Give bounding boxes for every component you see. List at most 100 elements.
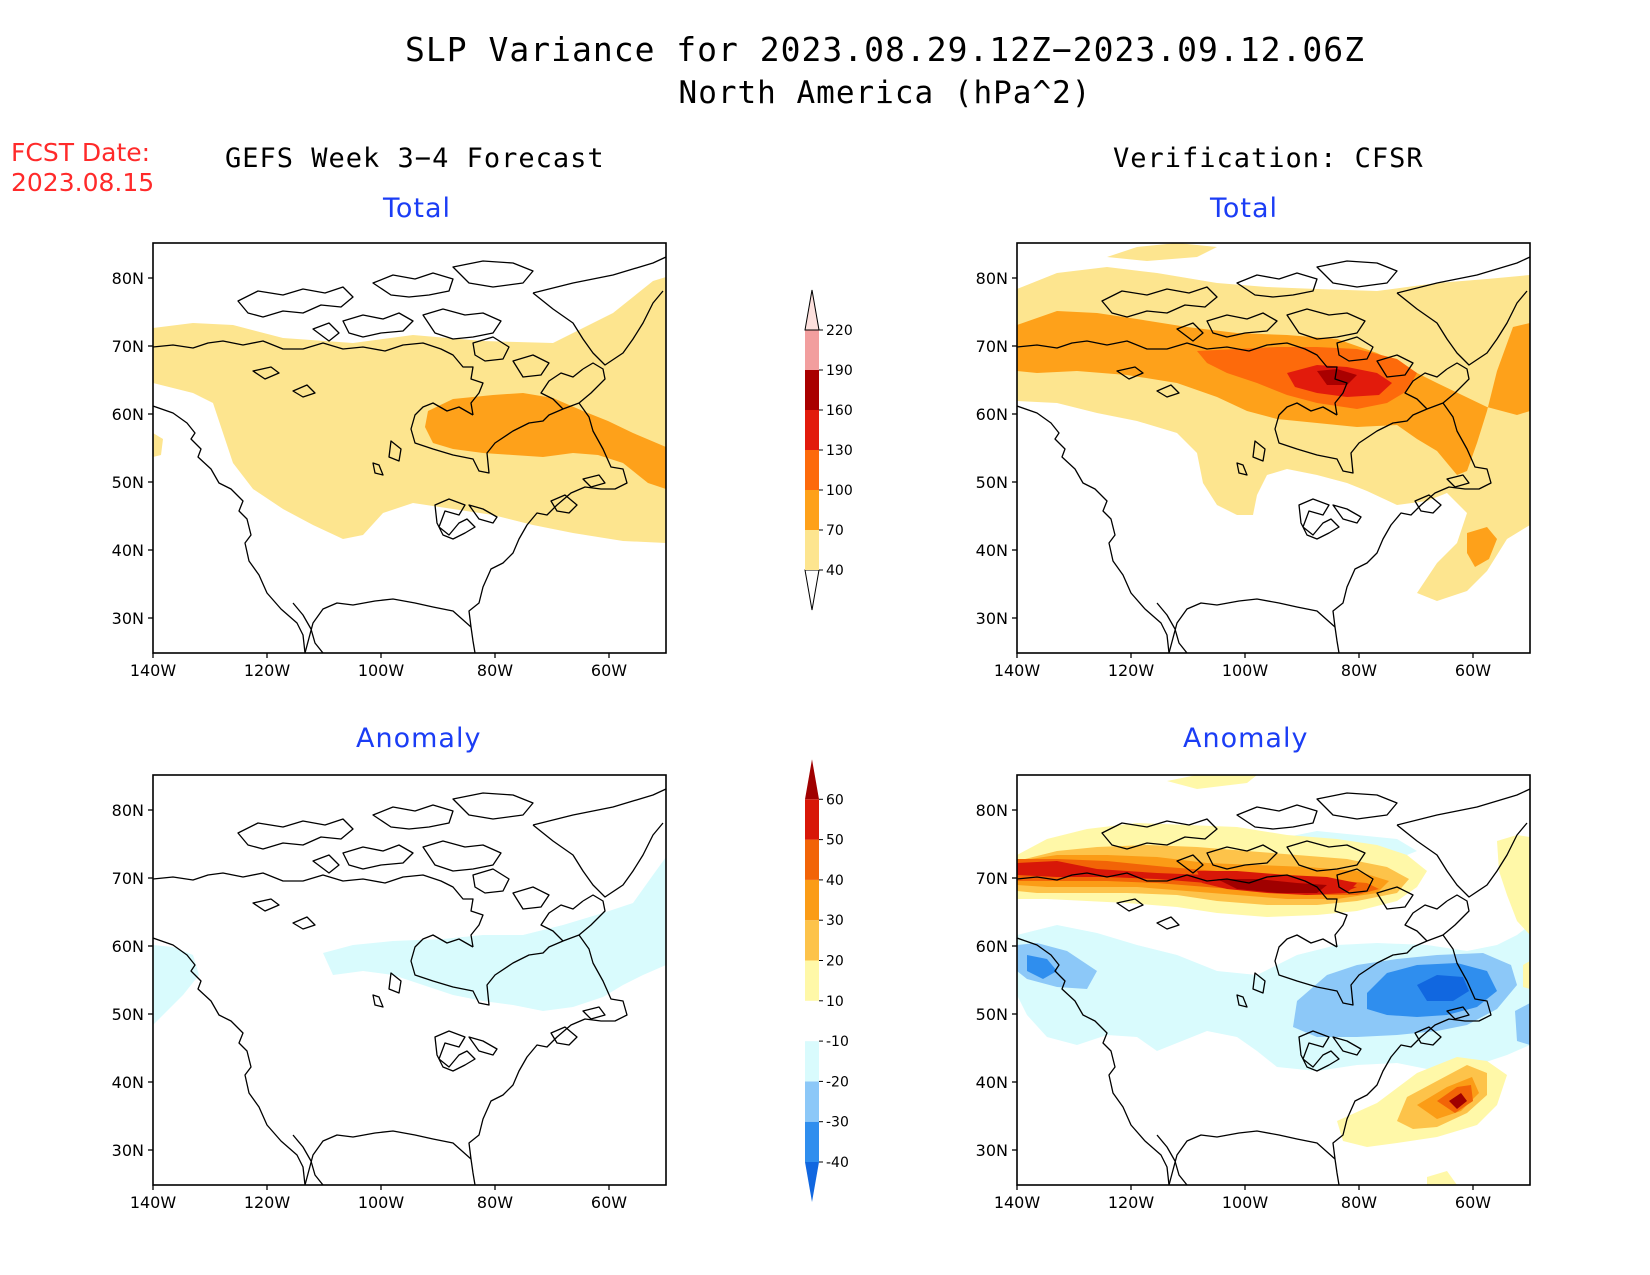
- total-colorbar-bottom-arrow: [804, 569, 820, 611]
- total-colorbar-segment: [805, 490, 819, 530]
- lat-tick-label: 70N: [112, 337, 144, 356]
- anomaly-colorbar-label: 60: [826, 792, 844, 808]
- lon-tick-label: 140W: [130, 1193, 177, 1212]
- anomaly-colorbar-label: 30: [826, 913, 844, 929]
- forecast-total-shade-40-spot: [153, 433, 163, 457]
- total-colorbar-segment: [805, 530, 819, 570]
- forecast-anomaly-shade-neg10: [323, 857, 666, 1011]
- forecast-total-panel: [152, 242, 667, 654]
- anomaly-colorbar-segment: [805, 1000, 819, 1042]
- anomaly-colorbar-label: -10: [826, 1034, 849, 1050]
- lat-tick-label: 80N: [112, 801, 144, 820]
- lon-tick-label: 100W: [358, 661, 405, 680]
- lat-tick-label: 30N: [976, 1141, 1008, 1160]
- anomaly-colorbar-segment: [805, 1081, 819, 1122]
- forecast-date-value: 2023.08.15: [11, 168, 155, 197]
- lon-tick-label: 120W: [244, 1193, 291, 1212]
- anomaly-colorbar-segment: [805, 920, 819, 961]
- total-colorbar-label: 190: [826, 363, 853, 379]
- forecast-total-shade-40: [153, 277, 666, 543]
- anomaly-colorbar-label: 40: [826, 873, 844, 889]
- lon-tick-label: 140W: [994, 1193, 1041, 1212]
- forecast-anomaly-panel: [152, 774, 667, 1186]
- verification-total-title: Total: [1210, 193, 1279, 224]
- anomaly-colorbar-label: -20: [826, 1074, 849, 1090]
- anomaly-colorbar: -40 -30 -20 -10 10 20 30 40 50 60: [805, 759, 849, 1202]
- verification-total-shade-70: [1017, 311, 1530, 475]
- total-colorbar-segment: [805, 410, 819, 450]
- verification-anomaly-shade-10-top: [1167, 775, 1257, 789]
- total-colorbar-label: 220: [826, 323, 853, 339]
- lon-tick-label: 60W: [1455, 661, 1491, 680]
- verification-total-panel: [1016, 242, 1531, 654]
- lon-tick-label: 80W: [477, 661, 513, 680]
- forecast-anomaly-shade-neg10-edge: [659, 925, 666, 943]
- verification-anomaly-panel: [1016, 774, 1531, 1186]
- lat-tick-label: 40N: [112, 541, 144, 560]
- forecast-total-shade-70: [425, 393, 666, 489]
- lat-tick-label: 30N: [112, 1141, 144, 1160]
- total-colorbar-label: 40: [826, 563, 844, 579]
- lon-tick-label: 100W: [1222, 661, 1269, 680]
- lon-tick-label: 140W: [130, 661, 177, 680]
- anomaly-colorbar-label: -30: [826, 1115, 849, 1131]
- verification-anomaly-title: Anomaly: [1183, 723, 1309, 754]
- map-axes: 80N 70N 60N 50N 40N 30N 140W 120W 100W 80W 60W 80N 7…: [112, 269, 1492, 1212]
- total-colorbar-label: 100: [826, 483, 853, 499]
- verification-anomaly-shade-neg20-edge: [1515, 1003, 1530, 1045]
- lon-tick-label: 120W: [244, 661, 291, 680]
- verification-anomaly-shade-10-east: [1523, 961, 1530, 989]
- anomaly-colorbar-label: 10: [826, 994, 844, 1010]
- lat-tick-label: 30N: [112, 609, 144, 628]
- total-colorbar-top-arrow: [804, 289, 820, 331]
- lat-tick-label: 70N: [976, 869, 1008, 888]
- verification-anomaly-shade-neg30: [1027, 955, 1057, 979]
- lat-tick-label: 60N: [976, 937, 1008, 956]
- total-colorbar-label: 130: [826, 443, 853, 459]
- verification-total-shade-160: [1317, 369, 1357, 385]
- anomaly-colorbar-top-arrow: [805, 759, 819, 800]
- lon-tick-label: 120W: [1108, 1193, 1155, 1212]
- forecast-date-block: FCST Date: 2023.08.15: [11, 138, 154, 198]
- forecast-date-label: FCST Date:: [11, 138, 151, 167]
- forecast-anomaly-shade-neg10-west: [153, 945, 199, 1025]
- lon-tick-label: 60W: [591, 1193, 627, 1212]
- lon-tick-label: 140W: [994, 661, 1041, 680]
- lat-tick-label: 60N: [112, 937, 144, 956]
- anomaly-colorbar-segment: [805, 960, 819, 1001]
- anomaly-colorbar-bottom-arrow: [805, 1162, 819, 1202]
- anomaly-colorbar-label: 50: [826, 833, 844, 849]
- lat-tick-label: 50N: [112, 1005, 144, 1024]
- total-colorbar-segment: [805, 330, 819, 370]
- verification-anomaly-shade-neg20: [1017, 943, 1097, 989]
- lat-tick-label: 30N: [976, 609, 1008, 628]
- lat-tick-label: 50N: [976, 473, 1008, 492]
- lon-tick-label: 100W: [358, 1193, 405, 1212]
- forecast-anomaly-title: Anomaly: [356, 723, 482, 754]
- lat-tick-label: 50N: [112, 473, 144, 492]
- anomaly-colorbar-segment: [805, 879, 819, 921]
- lon-tick-label: 100W: [1222, 1193, 1269, 1212]
- verification-column-header: Verification: CFSR: [1113, 143, 1424, 174]
- lat-tick-label: 80N: [976, 801, 1008, 820]
- verification-total-shade-70-se: [1467, 527, 1497, 567]
- lat-tick-label: 40N: [976, 1073, 1008, 1092]
- lat-tick-label: 70N: [976, 337, 1008, 356]
- total-colorbar-segment: [805, 370, 819, 410]
- lat-tick-label: 60N: [112, 405, 144, 424]
- lat-tick-label: 40N: [976, 541, 1008, 560]
- forecast-total-title: Total: [383, 193, 452, 224]
- anomaly-colorbar-segment: [805, 799, 819, 840]
- verification-anomaly-shade-neg40: [1417, 975, 1469, 1001]
- anomaly-colorbar-label: 20: [826, 954, 844, 970]
- total-colorbar: 40 70 100 130 160 190 220: [804, 289, 853, 611]
- verification-anomaly-shade-10-ne: [1497, 835, 1530, 935]
- lon-tick-label: 80W: [477, 1193, 513, 1212]
- forecast-column-header: GEFS Week 3−4 Forecast: [225, 143, 605, 174]
- anomaly-colorbar-segment: [805, 1041, 819, 1082]
- main-title: SLP Variance for 2023.08.29.12Z−2023.09.…: [405, 30, 1365, 69]
- lon-tick-label: 60W: [591, 661, 627, 680]
- lon-tick-label: 120W: [1108, 661, 1155, 680]
- total-colorbar-label: 160: [826, 403, 853, 419]
